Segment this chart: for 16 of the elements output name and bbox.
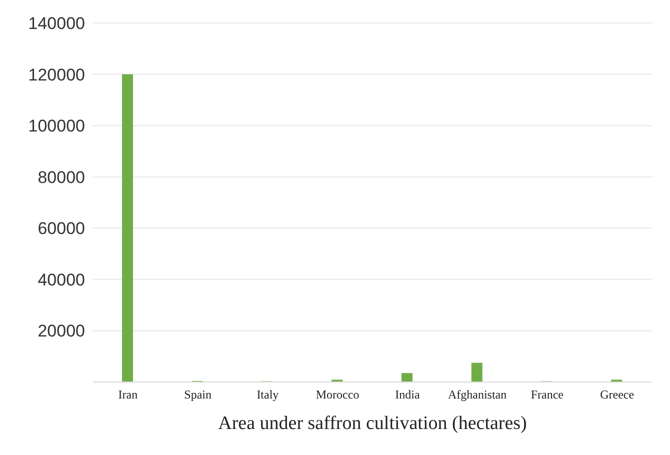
x-tick-label: Spain: [184, 388, 212, 402]
x-tick-label: Greece: [600, 388, 634, 402]
y-tick-label: 20000: [38, 322, 85, 341]
y-tick-label: 100000: [28, 116, 85, 136]
y-tick-label: 60000: [38, 219, 85, 238]
x-tick-label: India: [395, 388, 420, 402]
y-tick-label: 80000: [38, 168, 85, 187]
y-tick-label: 120000: [28, 65, 85, 84]
x-tick-label: Morocco: [316, 388, 360, 402]
x-axis-title: Area under saffron cultivation (hectares): [218, 413, 527, 434]
x-tick-label: Iran: [118, 388, 138, 402]
x-tick-label: Afghanistan: [448, 388, 507, 402]
x-tick-label: France: [530, 388, 564, 402]
y-tick-label: 40000: [38, 270, 85, 290]
y-tick-label: 140000: [28, 14, 85, 34]
x-tick-label: Italy: [256, 388, 279, 402]
